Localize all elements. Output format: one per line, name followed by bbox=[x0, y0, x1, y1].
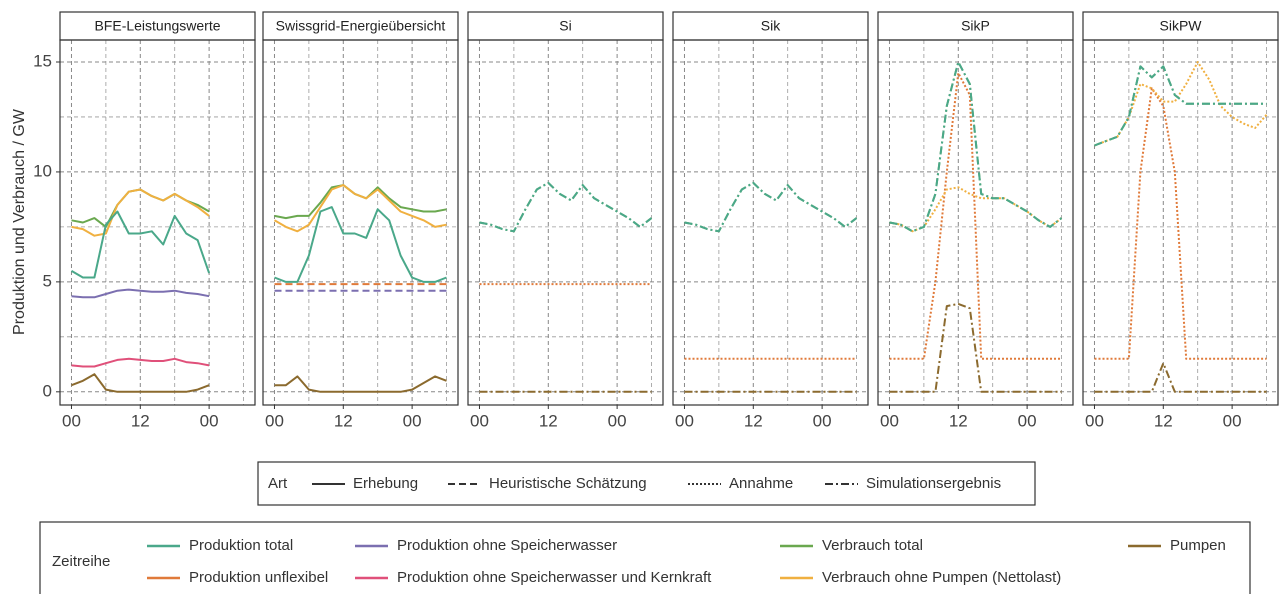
x-tick-label: 00 bbox=[1223, 411, 1242, 430]
panel-title: BFE-Leistungswerte bbox=[94, 18, 220, 34]
y-tick-label: 15 bbox=[33, 51, 52, 70]
y-axis-label: Produktion und Verbrauch / GW bbox=[11, 108, 28, 335]
legend-label: Simulationsergebnis bbox=[866, 475, 1001, 492]
panel-border bbox=[467, 39, 664, 406]
series-line bbox=[1094, 61, 1268, 147]
strip bbox=[1082, 11, 1279, 41]
panel-background bbox=[468, 40, 663, 405]
color-legend-title: Zeitreihe bbox=[52, 553, 110, 570]
panel-title: SikPW bbox=[1160, 18, 1203, 34]
legend-label: Produktion ohne Speicherwasser und Kernk… bbox=[397, 569, 712, 586]
x-tick-label: 00 bbox=[1018, 411, 1037, 430]
panel-title: Swissgrid-Energieübersicht bbox=[276, 18, 446, 34]
y-tick-label: 5 bbox=[43, 271, 52, 290]
strip bbox=[262, 11, 459, 41]
series-line bbox=[70, 210, 211, 279]
y-tick-label: 10 bbox=[33, 161, 52, 180]
panel-title: SikP bbox=[961, 18, 990, 34]
color-legend-box bbox=[39, 521, 1251, 594]
panel-title: Sik bbox=[761, 18, 781, 34]
x-tick-label: 12 bbox=[334, 411, 353, 430]
panel-border bbox=[262, 39, 459, 406]
series-line bbox=[684, 181, 858, 233]
series-line bbox=[1094, 87, 1267, 360]
panel-background bbox=[1083, 40, 1278, 405]
series-line bbox=[479, 181, 653, 233]
panel-border bbox=[1082, 39, 1279, 406]
x-tick-label: 12 bbox=[744, 411, 763, 430]
legend-label: Annahme bbox=[729, 475, 793, 492]
series-line bbox=[71, 188, 210, 237]
x-tick-label: 12 bbox=[949, 411, 968, 430]
series-line bbox=[273, 184, 447, 233]
linetype-legend-box bbox=[257, 461, 1036, 506]
x-tick-label: 00 bbox=[265, 411, 284, 430]
legend-label: Pumpen bbox=[1170, 537, 1226, 554]
series-line bbox=[71, 373, 210, 393]
series-line bbox=[889, 302, 1062, 393]
series-line bbox=[71, 357, 210, 368]
strip bbox=[877, 11, 1074, 41]
y-tick-label: 0 bbox=[43, 381, 52, 400]
legend-label: Produktion total bbox=[189, 537, 293, 554]
x-tick-label: 00 bbox=[813, 411, 832, 430]
panel-background bbox=[60, 40, 255, 405]
x-tick-label: 00 bbox=[1085, 411, 1104, 430]
legend-label: Heuristische Schätzung bbox=[489, 475, 647, 492]
series-line bbox=[889, 186, 1063, 233]
panel-border bbox=[672, 39, 869, 406]
panel-title: Si bbox=[559, 18, 571, 34]
series-line bbox=[1094, 362, 1267, 393]
x-tick-label: 00 bbox=[200, 411, 219, 430]
strip bbox=[467, 11, 664, 41]
x-tick-label: 00 bbox=[62, 411, 81, 430]
x-tick-label: 00 bbox=[880, 411, 899, 430]
x-tick-label: 00 bbox=[403, 411, 422, 430]
x-tick-label: 12 bbox=[539, 411, 558, 430]
legend-label: Verbrauch ohne Pumpen (Nettolast) bbox=[822, 569, 1061, 586]
panel-border bbox=[877, 39, 1074, 406]
x-tick-label: 12 bbox=[1154, 411, 1173, 430]
legend-label: Verbrauch total bbox=[822, 537, 923, 554]
strip bbox=[672, 11, 869, 41]
panel-background bbox=[673, 40, 868, 405]
series-line bbox=[274, 375, 447, 393]
linetype-legend-title: Art bbox=[268, 475, 288, 492]
x-tick-label: 00 bbox=[608, 411, 627, 430]
legend-label: Erhebung bbox=[353, 475, 418, 492]
series-line bbox=[274, 206, 447, 283]
panel-border bbox=[59, 39, 256, 406]
series-line bbox=[71, 288, 210, 299]
series-line bbox=[889, 72, 1062, 360]
x-tick-label: 12 bbox=[131, 411, 150, 430]
x-tick-label: 00 bbox=[470, 411, 489, 430]
legend-label: Produktion unflexibel bbox=[189, 569, 328, 586]
x-tick-label: 00 bbox=[675, 411, 694, 430]
series-line bbox=[1094, 65, 1267, 147]
legend-label: Produktion ohne Speicherwasser bbox=[397, 537, 617, 554]
